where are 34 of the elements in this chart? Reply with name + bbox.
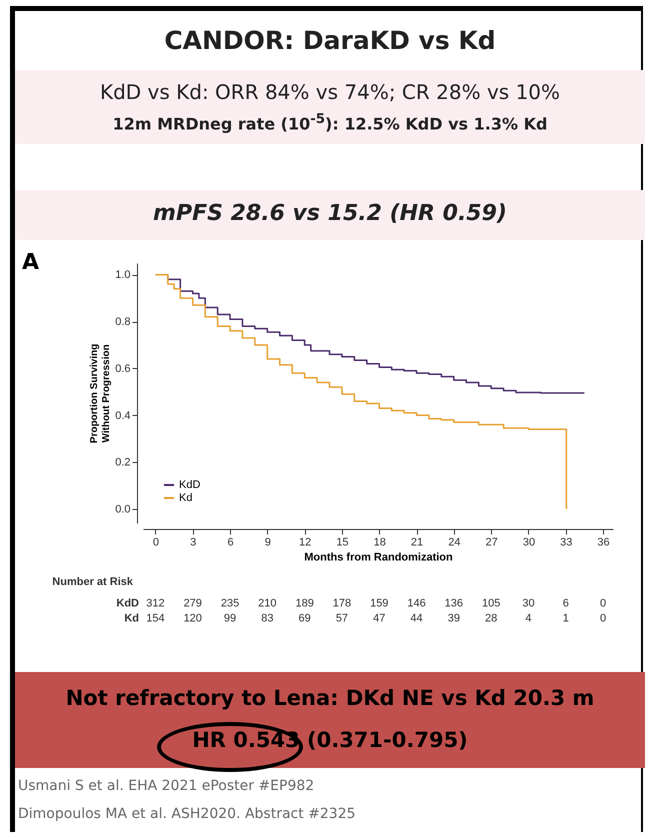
y-tick-label: 0.0 (115, 503, 130, 516)
text: 12m MRDneg rate (10$^{-5}$): 12.5% KdD vs 1.3% Kd (112, 112, 548, 134)
chart-title: CANDOR: DaraKD vs Kd (163, 26, 497, 55)
text: Dimopoulos MA et al. ASH2020. Abstract #2325 (18, 806, 356, 822)
legend-label: Kd (179, 492, 192, 504)
x-tick-label: 0 (152, 536, 159, 548)
text: Number at Risk (52, 576, 134, 588)
y-tick-label: 0.6 (115, 362, 130, 375)
x-tick-label: 30 (522, 536, 536, 548)
x-axis-title: Months from Randomization (304, 552, 454, 564)
y-tick-label: 0.2 (115, 456, 130, 469)
legend-label: KdD (179, 479, 200, 491)
text: KdD 312 279 235 210 189 178 159 146 136 105 30 6 0 (116, 598, 606, 610)
y-tick-label: 1.0 (115, 269, 130, 282)
x-tick-label: 21 (410, 536, 424, 548)
x-tick-label: 12 (299, 536, 312, 548)
y-axis-title: Proportion Surviving Without Progression (89, 344, 112, 444)
chart-subtitle: KdD vs Kd: ORR 84% vs 74%; CR 28% vs 10% (98, 80, 562, 104)
x-tick-label: 15 (336, 536, 349, 548)
x-tick-label: 9 (264, 536, 271, 548)
text: mPFS 28.6 vs 15.2 (HR 0.59) (15, 190, 645, 240)
x-tick-label: 3 (190, 536, 196, 548)
x-tick-label: 33 (560, 536, 572, 548)
x-tick-label: 18 (374, 536, 386, 548)
text: A (22, 250, 40, 275)
y-tick-label: 0.4 (115, 410, 130, 422)
x-tick-label: 6 (227, 536, 234, 548)
text: Kd 154 120 99 83 69 57 47 44 39 28 4 1 0 (124, 612, 606, 624)
x-tick-label: 27 (486, 536, 498, 548)
x-tick-label: 24 (448, 536, 460, 548)
x-tick-label: 36 (597, 536, 610, 548)
text: Not refractory to Lena: DKd NE vs Kd 20.3 m (64, 686, 596, 710)
y-tick-label: 0.8 (115, 316, 130, 328)
text: Usmani S et al. EHA 2021 ePoster #EP982 (18, 778, 314, 794)
